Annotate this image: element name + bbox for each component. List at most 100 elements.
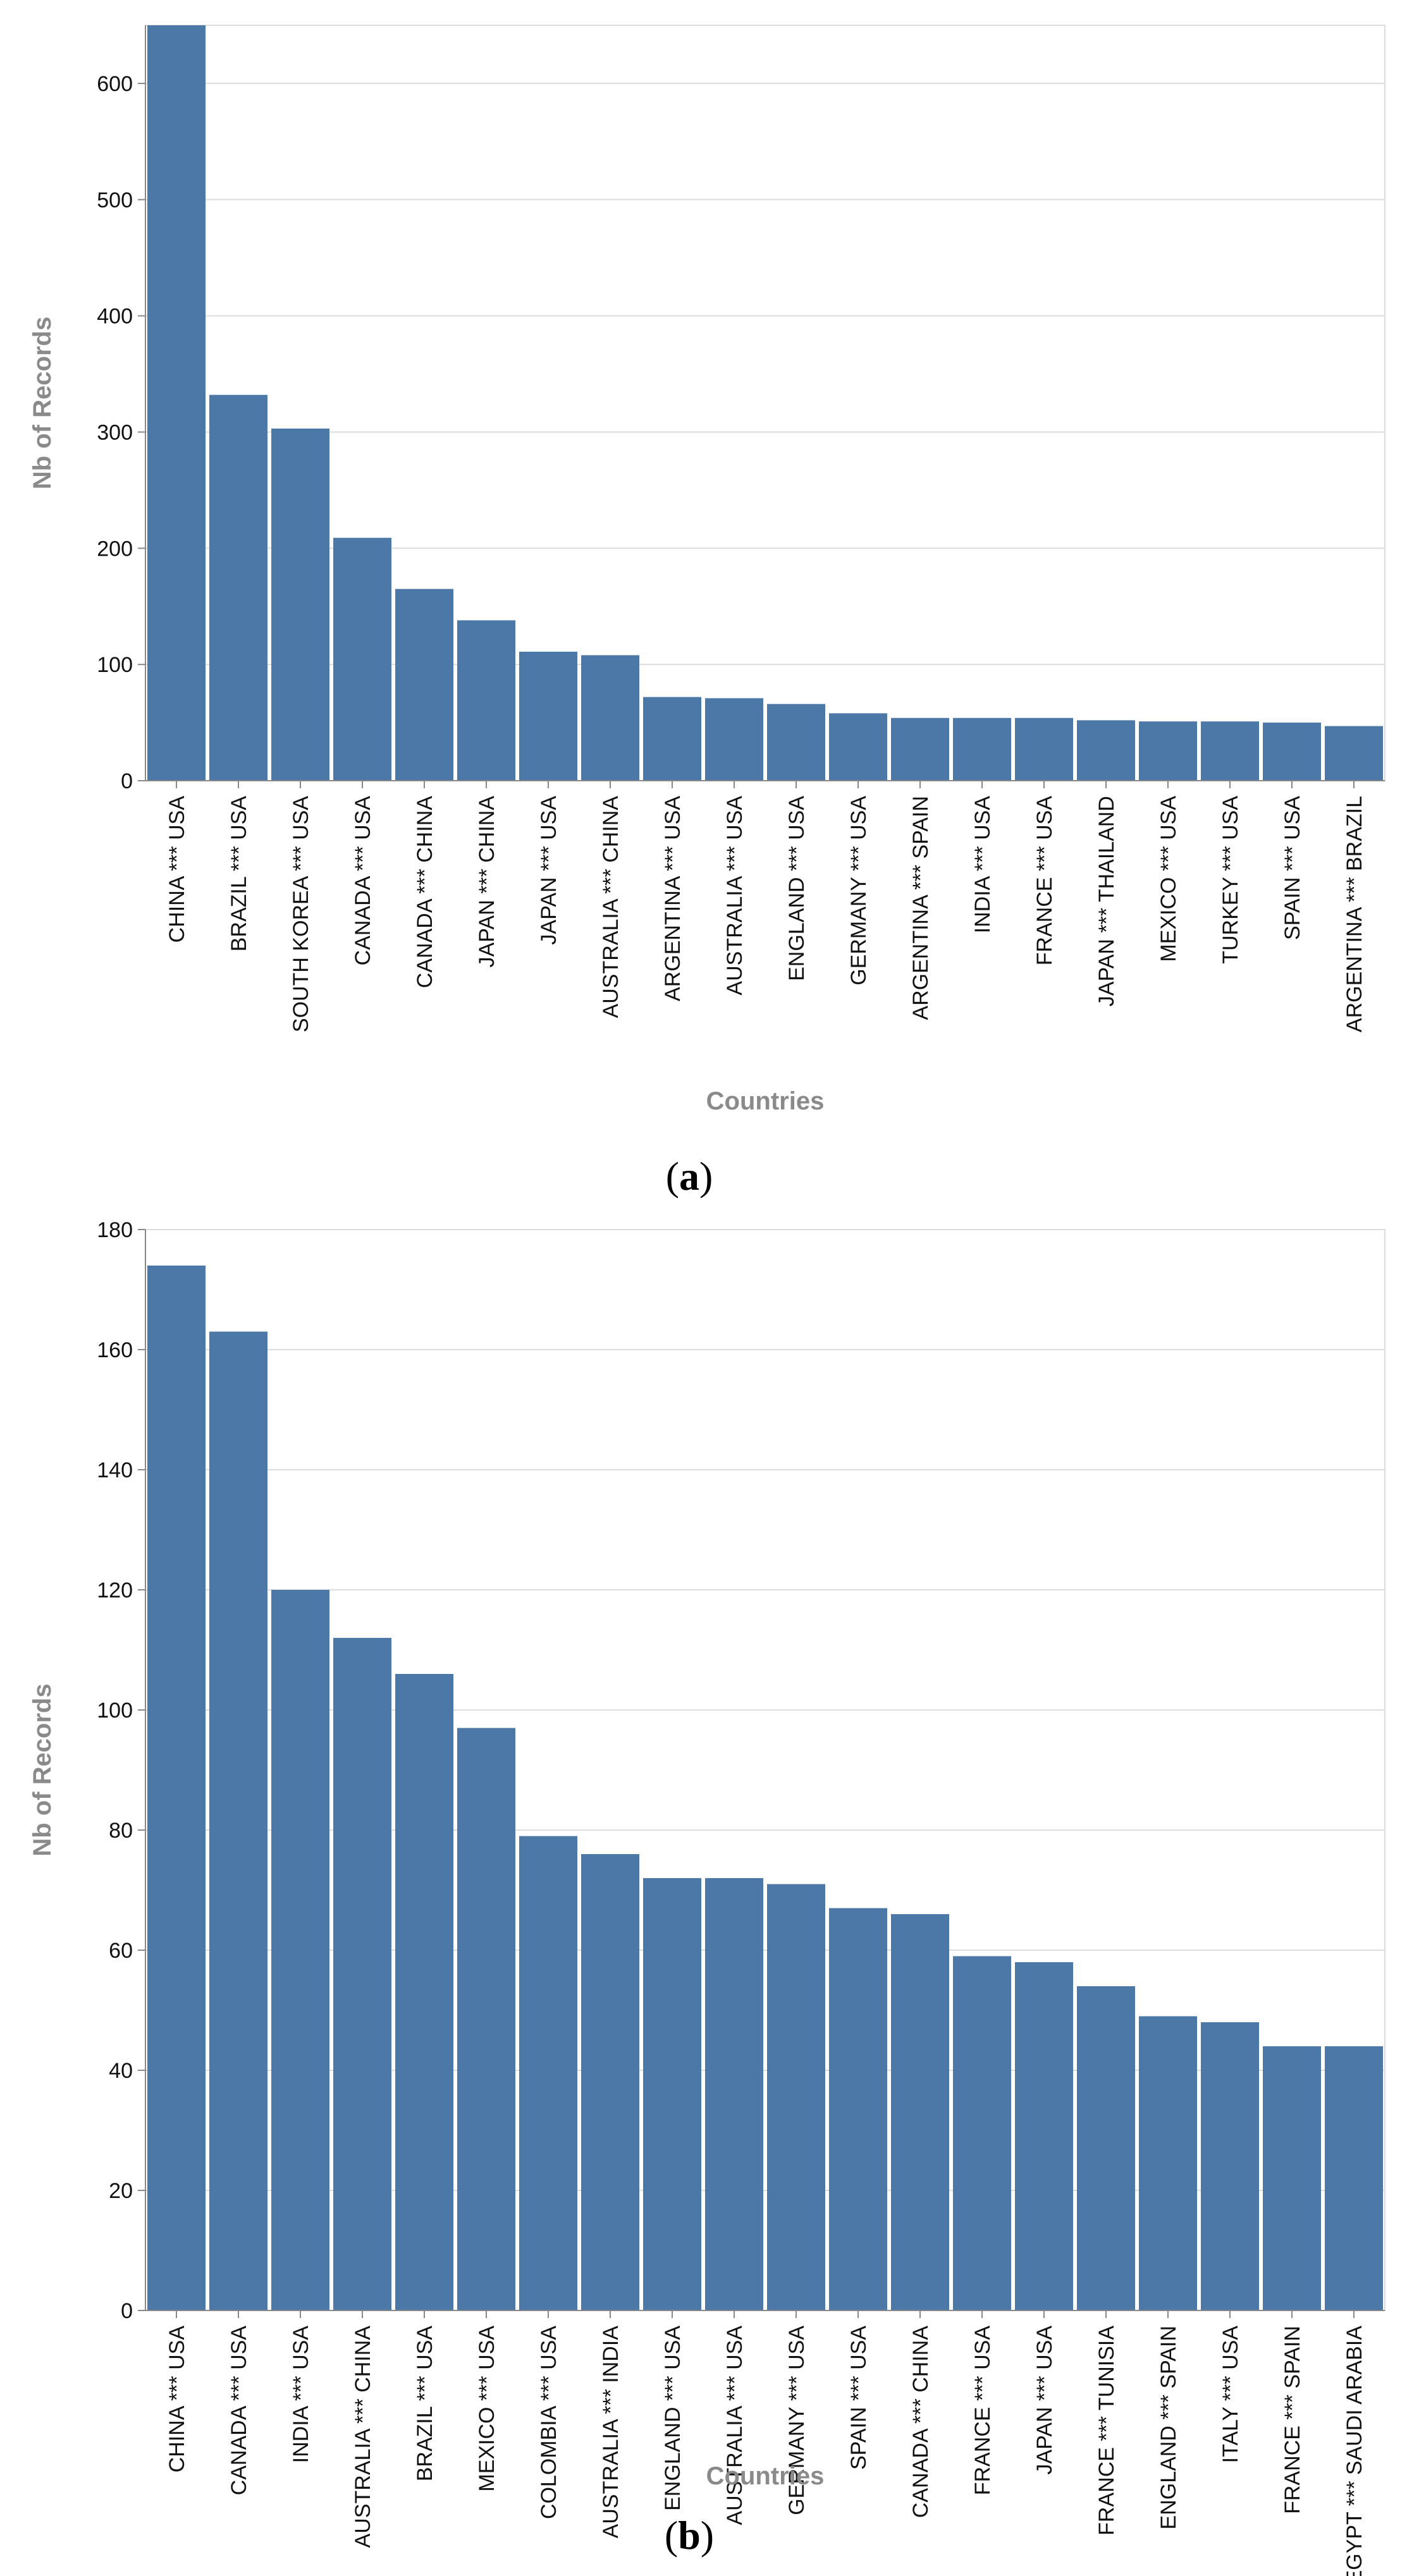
x-category-label: INDIA *** USA [289, 2326, 313, 2463]
bar [457, 1728, 515, 2310]
y-tick-label: 40 [109, 2059, 133, 2083]
x-category-label: JAPAN *** THAILAND [1095, 796, 1119, 1006]
y-axis-title: Nb of Records [28, 317, 56, 489]
x-category-label: ENGLAND *** USA [661, 2326, 685, 2511]
y-tick-label: 140 [97, 1458, 133, 1482]
bar [891, 1914, 949, 2310]
y-tick-label: 200 [97, 537, 133, 561]
x-category-label: GERMANY *** USA [785, 2326, 809, 2515]
bar [1139, 2016, 1197, 2310]
y-tick-label: 60 [109, 1939, 133, 1963]
bar [1325, 726, 1383, 781]
x-category-label: FRANCE *** USA [1033, 796, 1057, 966]
x-category-label: FRANCE *** USA [971, 2326, 995, 2496]
x-axis-title: Countries [706, 2462, 825, 2490]
bar [1015, 1962, 1073, 2310]
x-category-label: AUSTRALIA *** CHINA [351, 2326, 375, 2548]
x-category-label: ARGENTINA *** SPAIN [909, 796, 933, 1020]
x-category-label: CHINA *** USA [165, 2326, 189, 2473]
y-tick-label: 0 [121, 769, 133, 793]
bar [829, 713, 887, 781]
bar [643, 1878, 701, 2310]
y-tick-label: 120 [97, 1578, 133, 1602]
bar [953, 1956, 1011, 2310]
y-tick-label: 100 [97, 653, 133, 677]
bar [1263, 2046, 1321, 2310]
bar [1263, 723, 1321, 781]
y-tick-label: 600 [97, 72, 133, 96]
x-category-label: AUSTRALIA *** INDIA [599, 2326, 623, 2539]
x-category-label: FRANCE *** TUNISIA [1095, 2326, 1119, 2536]
bar [147, 25, 206, 781]
bar [829, 1908, 887, 2310]
y-tick-label: 160 [97, 1338, 133, 1362]
x-category-label: ITALY *** USA [1219, 2326, 1243, 2463]
x-category-label: CANADA *** CHINA [413, 796, 437, 989]
x-category-label: CANADA *** USA [351, 796, 375, 966]
x-category-label: SPAIN *** USA [847, 2326, 871, 2470]
x-category-label: AUSTRALIA *** CHINA [599, 796, 623, 1018]
chart-a: 0 100 200 300 400 500 600 CHINA *** USA BRAZIL *… [28, 25, 1385, 1115]
x-category-label: ENGLAND *** USA [785, 796, 809, 981]
x-category-label: FRANCE *** SPAIN [1281, 2326, 1305, 2514]
bar [457, 620, 515, 781]
bar [581, 1854, 639, 2310]
bar [767, 1884, 825, 2310]
y-tick-label: 100 [97, 1699, 133, 1723]
x-category-label: BRAZIL *** USA [413, 2326, 437, 2482]
plot-frame [145, 25, 1385, 781]
bar [1015, 717, 1073, 781]
x-category-label: CANADA *** CHINA [909, 2326, 933, 2518]
y-tick-label: 80 [109, 1819, 133, 1843]
y-tick-label: 20 [109, 2179, 133, 2203]
y-tick-label: 300 [97, 420, 133, 444]
x-category-label: ENGLAND *** SPAIN [1157, 2326, 1181, 2529]
bar [1325, 2046, 1383, 2310]
bar [1201, 2022, 1259, 2310]
x-category-label: CHINA *** USA [165, 796, 189, 943]
x-category-label: CANADA *** USA [227, 2326, 251, 2496]
x-category-label: MEXICO *** USA [1157, 796, 1181, 962]
bar [767, 704, 825, 781]
bar [209, 1331, 267, 2310]
bar [1139, 721, 1197, 781]
bar [271, 1590, 329, 2310]
y-tick-label: 0 [121, 2299, 133, 2323]
bar [333, 1638, 391, 2310]
plot-frame [145, 1229, 1385, 2311]
x-category-label: TURKEY *** USA [1219, 796, 1243, 964]
bar [1201, 721, 1259, 781]
bar [705, 1878, 763, 2310]
bar [395, 589, 453, 781]
x-category-label: MEXICO *** USA [475, 2326, 499, 2492]
x-category-label: ARGENTINA *** BRAZIL [1342, 796, 1367, 1032]
bar [519, 651, 577, 781]
x-category-label: ARGENTINA *** USA [661, 796, 685, 1001]
chart-b: 0 20 40 60 80 100 120 140 160 180 CHINA *** USA CAN… [28, 1218, 1385, 2576]
bar [1077, 720, 1135, 781]
x-category-label: EGYPT *** SAUDI ARABIA [1342, 2326, 1367, 2576]
bar [147, 1266, 206, 2310]
bar [1077, 1986, 1135, 2310]
bar [643, 697, 701, 781]
x-category-label: GERMANY *** USA [847, 796, 871, 986]
x-category-label: COLOMBIA *** USA [537, 2326, 561, 2519]
x-category-label: JAPAN *** USA [1033, 2326, 1057, 2475]
bar [519, 1836, 577, 2310]
caption-b: (b) [665, 2513, 714, 2558]
x-category-label: BRAZIL *** USA [227, 796, 251, 952]
bar [581, 655, 639, 781]
y-tick-label: 500 [97, 188, 133, 212]
bar [953, 717, 1011, 781]
x-category-label: AUSTRALIA *** USA [723, 796, 747, 996]
y-tick-label: 180 [97, 1218, 133, 1242]
bar [891, 717, 949, 781]
bar [705, 698, 763, 781]
x-axis-title: Countries [706, 1087, 825, 1115]
x-category-label: SOUTH KOREA *** USA [289, 796, 313, 1032]
y-axis-title: Nb of Records [28, 1683, 56, 1856]
x-category-label: INDIA *** USA [971, 796, 995, 934]
bar [271, 428, 329, 781]
x-category-label: JAPAN *** USA [537, 796, 561, 945]
